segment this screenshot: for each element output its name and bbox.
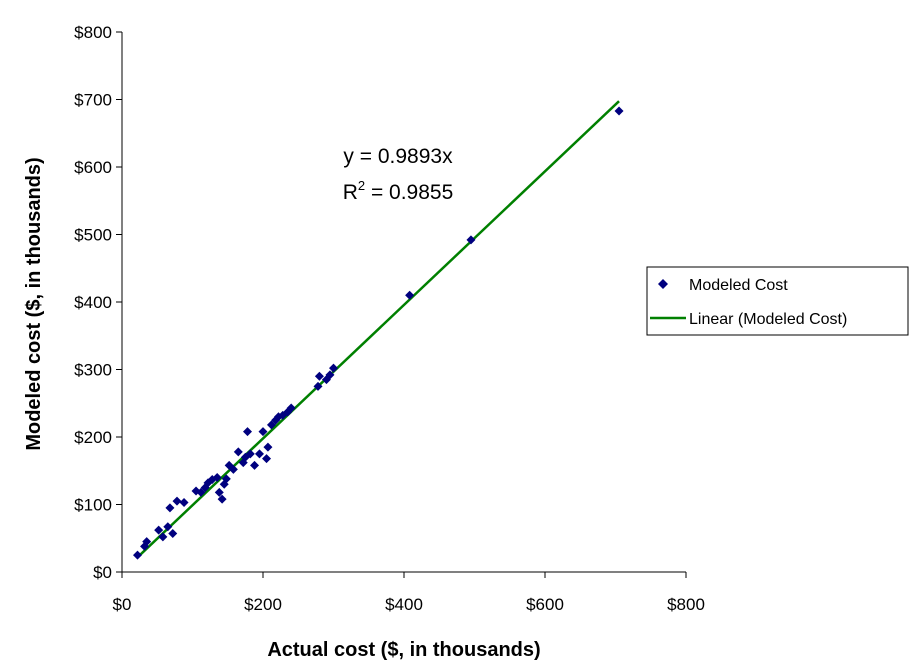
data-point (154, 525, 164, 535)
data-point (214, 487, 224, 497)
trendline (136, 100, 620, 559)
data-point (168, 529, 178, 539)
data-point (258, 427, 268, 437)
x-tick-label: $200 (244, 595, 282, 614)
trendline-group (136, 100, 620, 559)
data-point (325, 370, 335, 380)
data-point (466, 235, 476, 245)
data-point (221, 474, 231, 484)
r-squared-label: R2 = 0.9855 (343, 178, 454, 204)
r-squared-superscript: 2 (358, 178, 365, 193)
x-tick-label: $800 (667, 595, 705, 614)
data-point (165, 503, 175, 513)
data-point (172, 496, 182, 506)
data-point (142, 537, 152, 547)
y-tick-label: $300 (74, 361, 112, 380)
data-point (254, 449, 264, 459)
y-tick-label: $0 (93, 563, 112, 582)
data-point (263, 442, 273, 452)
legend-label-modeled-cost: Modeled Cost (689, 277, 788, 294)
y-tick-label: $800 (74, 23, 112, 42)
data-point (262, 454, 272, 464)
r-squared-prefix: R (343, 181, 358, 204)
y-tick-label: $500 (74, 226, 112, 245)
data-point (133, 550, 143, 560)
x-tick-label: $600 (526, 595, 564, 614)
data-point (179, 497, 189, 507)
x-tick-label: $400 (385, 595, 423, 614)
data-point (329, 363, 338, 373)
r-squared-value: = 0.9855 (365, 181, 453, 204)
y-axis-ticks: $0 $100 $200 $300 $400 $500 $600 $700 $800 (74, 23, 122, 582)
y-tick-label: $200 (74, 428, 112, 447)
trendline-equation: y = 0.9893x (343, 145, 453, 168)
y-tick-label: $400 (74, 293, 112, 312)
x-tick-label: $0 (113, 595, 132, 614)
x-axis-title: Actual cost ($, in thousands) (267, 639, 540, 661)
legend: Modeled Cost Linear (Modeled Cost) (646, 266, 909, 336)
y-tick-label: $700 (74, 91, 112, 110)
x-axis-ticks: $0 $200 $400 $600 $800 (113, 572, 705, 614)
data-point (614, 106, 624, 116)
data-point (250, 460, 260, 470)
data-point (314, 371, 324, 381)
data-point (158, 532, 168, 542)
data-points (133, 106, 624, 560)
data-point (245, 449, 255, 459)
y-tick-label: $600 (74, 158, 112, 177)
y-tick-label: $100 (74, 496, 112, 515)
data-point (163, 522, 173, 532)
data-point (212, 473, 222, 482)
legend-box (646, 266, 909, 336)
data-point (228, 464, 238, 474)
data-point (233, 447, 243, 457)
data-point (405, 290, 415, 300)
data-point (286, 403, 296, 413)
data-point (313, 381, 323, 391)
y-axis-title: Modeled cost ($, in thousands) (23, 157, 45, 450)
data-point (242, 427, 252, 437)
data-point (217, 494, 227, 504)
legend-label-linear: Linear (Modeled Cost) (689, 311, 847, 328)
legend-diamond-marker (658, 279, 668, 289)
